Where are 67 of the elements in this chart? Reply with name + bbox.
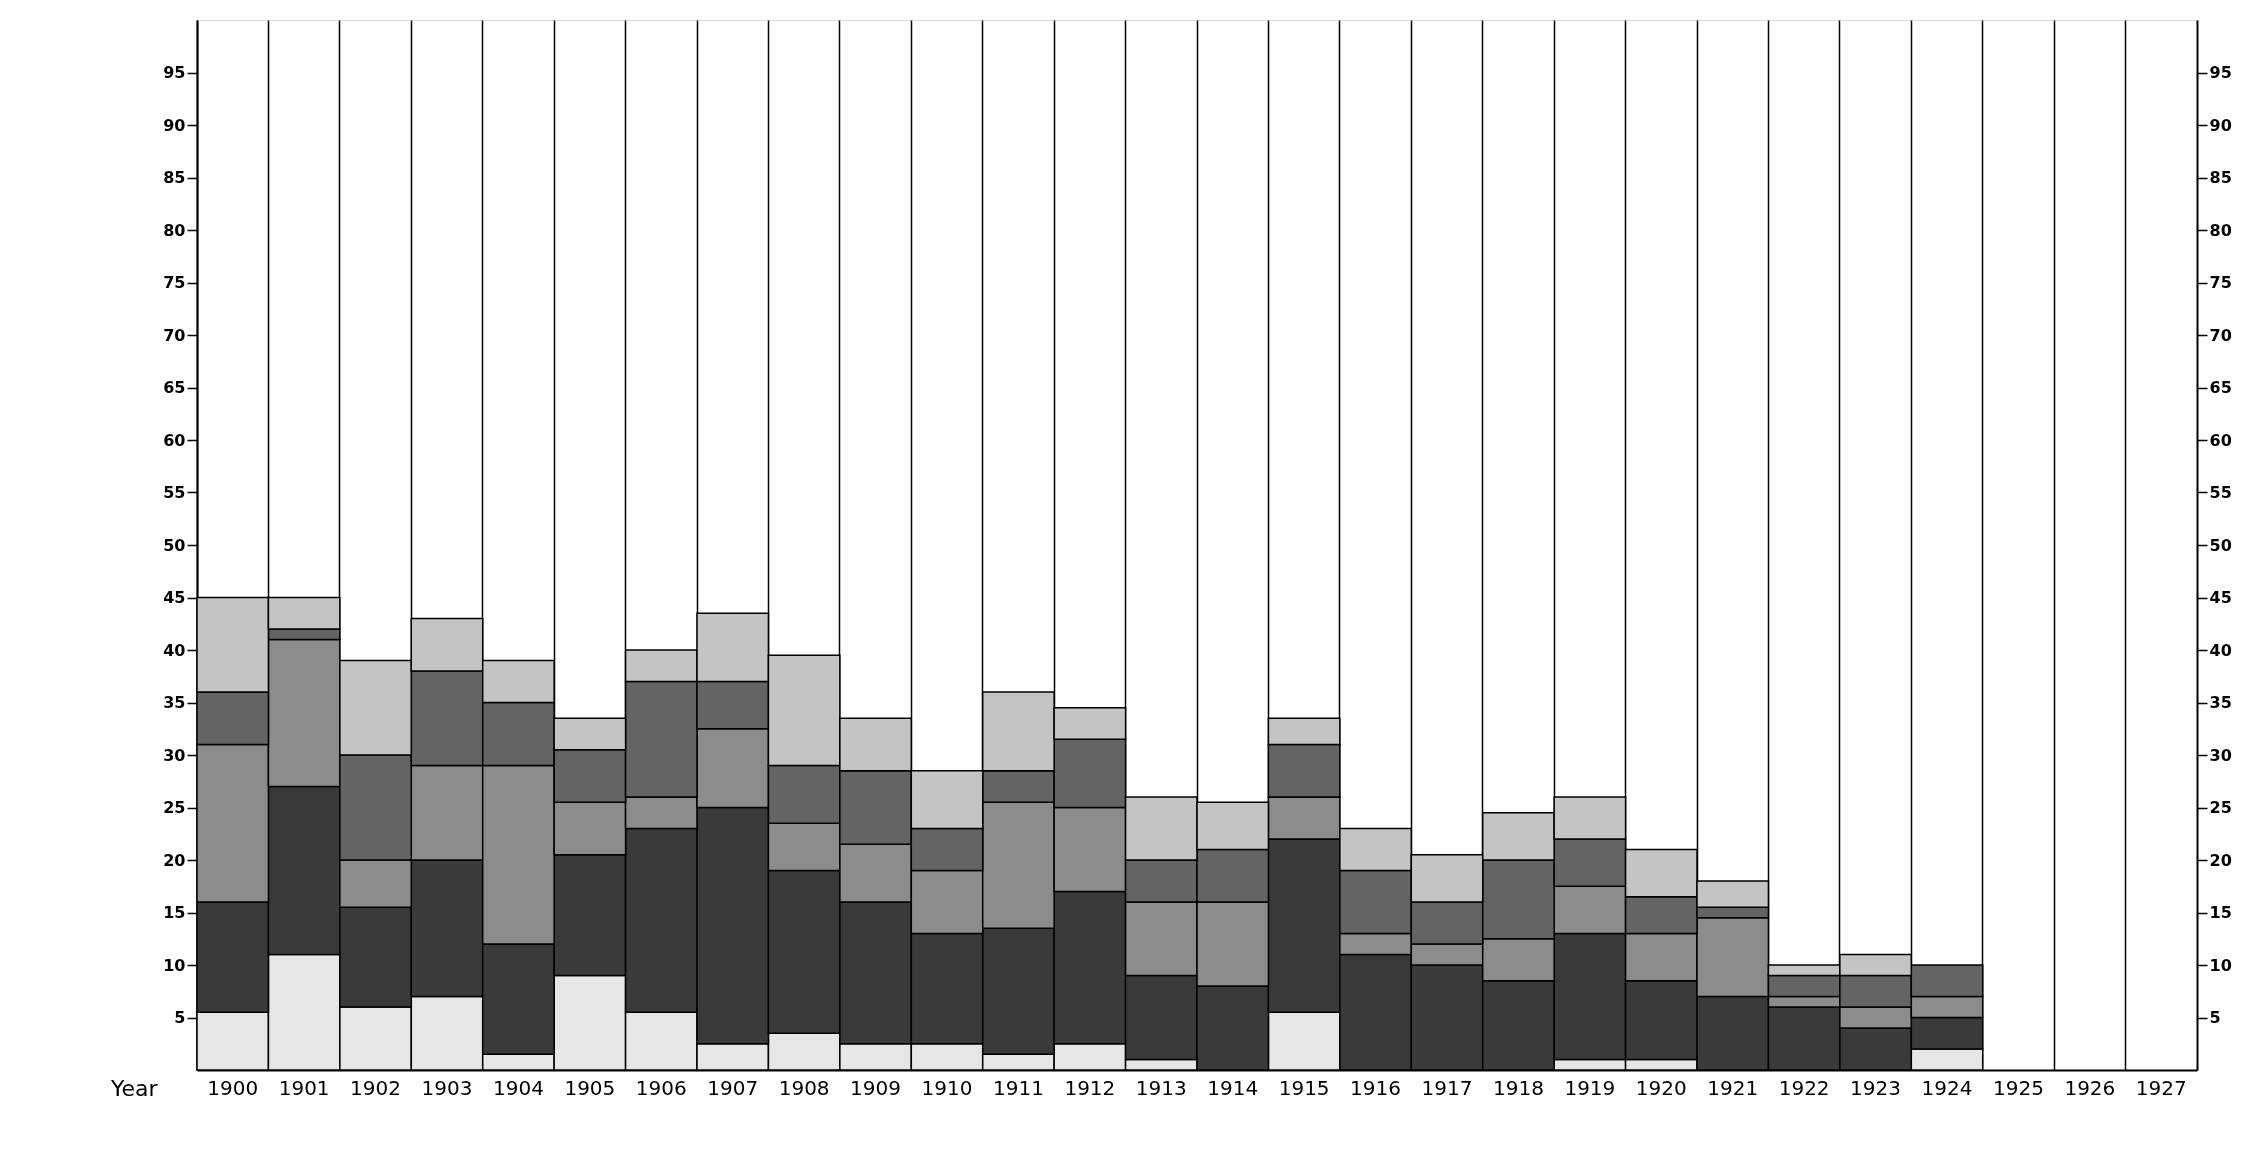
- y2-tick-label: 70: [2209, 325, 2232, 345]
- x-tick-label: 1913: [1135, 1075, 1187, 1100]
- y2-tick-label: 10: [2209, 955, 2232, 975]
- y-tick-label: 90: [163, 115, 186, 135]
- y2-tick-label: 15: [2209, 903, 2232, 922]
- y2-tick-label: 5: [2209, 1008, 2221, 1027]
- x-tick-label: 1910: [921, 1075, 973, 1100]
- x-axis-title: Year: [109, 1075, 159, 1101]
- y-tick-label: 80: [163, 220, 186, 240]
- y2-tick-label: 65: [2209, 378, 2232, 397]
- x-tick-label: 1919: [1564, 1075, 1616, 1100]
- x-tick-label: 1907: [707, 1075, 759, 1100]
- y2-tick-label: 90: [2209, 115, 2232, 135]
- y-tick-label: 15: [163, 903, 186, 922]
- y2-tick-label: 45: [2209, 588, 2232, 607]
- y2-tick-label: 80: [2209, 220, 2232, 240]
- y-tick-label: 95: [163, 63, 186, 82]
- x-tick-label: 1914: [1207, 1075, 1259, 1100]
- y2-tick-label: 60: [2209, 430, 2232, 450]
- x-tick-label: 1906: [635, 1075, 687, 1100]
- y2-tick-label: 40: [2209, 640, 2232, 660]
- x-tick-label: 1908: [778, 1075, 830, 1100]
- x-tick-label: 1924: [1921, 1075, 1973, 1100]
- y-tick-label: 70: [163, 325, 186, 345]
- y-tick-label: 65: [163, 378, 186, 397]
- y2-tick-label: 85: [2209, 168, 2232, 187]
- x-tick-label: 1923: [1850, 1075, 1902, 1100]
- y-tick-label: 75: [163, 273, 186, 292]
- y-tick-label: 45: [163, 588, 186, 607]
- y2-tick-label: 35: [2209, 693, 2232, 712]
- x-tick-label: 1917: [1421, 1075, 1473, 1100]
- x-tick-label: 1902: [350, 1075, 402, 1100]
- y-tick-label: 30: [163, 745, 186, 765]
- x-tick-label: 1925: [1992, 1075, 2044, 1100]
- y-tick-label: 10: [163, 955, 186, 975]
- y-tick-label: 85: [163, 168, 186, 187]
- x-tick-label: 1901: [278, 1075, 330, 1100]
- x-tick-label: 1912: [1064, 1075, 1116, 1100]
- x-tick-label: 1915: [1278, 1075, 1330, 1100]
- x-tick-label: 1909: [850, 1075, 902, 1100]
- x-tick-label: 1916: [1350, 1075, 1402, 1100]
- y2-tick-label: 25: [2209, 798, 2232, 817]
- y2-tick-label: 30: [2209, 745, 2232, 765]
- x-tick-label: 1905: [564, 1075, 616, 1100]
- y2-tick-label: 50: [2209, 535, 2232, 555]
- x-tick-label: 1922: [1778, 1075, 1830, 1100]
- y-tick-label: 50: [163, 535, 186, 555]
- x-tick-label: 1918: [1492, 1075, 1544, 1100]
- y-tick-label: 5: [174, 1008, 186, 1027]
- x-tick-label: 1927: [2135, 1075, 2187, 1100]
- x-tick-label: 1921: [1707, 1075, 1759, 1100]
- y-tick-label: 55: [163, 483, 186, 502]
- x-tick-label: 1920: [1635, 1075, 1687, 1100]
- y-tick-label: 60: [163, 430, 186, 450]
- x-tick-label: 1926: [2064, 1075, 2116, 1100]
- x-tick-label: 1903: [421, 1075, 473, 1100]
- y2-tick-label: 75: [2209, 273, 2232, 292]
- x-tick-label: 1911: [992, 1075, 1044, 1100]
- y-tick-label: 40: [163, 640, 186, 660]
- y-tick-label: 35: [163, 693, 186, 712]
- y2-tick-label: 55: [2209, 483, 2232, 502]
- x-tick-label: 1904: [492, 1075, 544, 1100]
- y-tick-label: 25: [163, 798, 186, 817]
- y-tick-label: 20: [163, 850, 186, 870]
- y2-tick-label: 95: [2209, 63, 2232, 82]
- x-tick-label: 1900: [207, 1075, 259, 1100]
- y2-tick-label: 20: [2209, 850, 2232, 870]
